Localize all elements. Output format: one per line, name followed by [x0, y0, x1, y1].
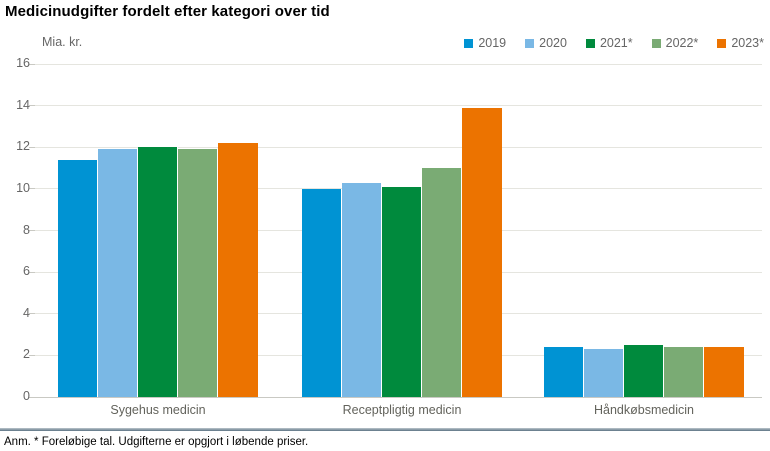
gridline [35, 146, 762, 148]
bar-group [58, 64, 258, 397]
bar-2023-3 [704, 347, 744, 397]
gridline [35, 105, 762, 107]
bar-group [302, 64, 502, 397]
bar-2022-1 [178, 149, 218, 397]
legend-item: 2020 [525, 36, 567, 50]
y-axis-tick-label: 12 [16, 139, 30, 154]
bar-2021-3 [624, 344, 664, 397]
bar-2020-1 [98, 149, 138, 397]
y-axis-unit-label: Mia. kr. [42, 35, 83, 49]
category-label: Sygehus medicin [110, 403, 206, 417]
bar-2022-3 [664, 347, 704, 397]
axis-tick [29, 271, 35, 273]
bar-2019-2 [302, 188, 342, 397]
footnote: Anm. * Foreløbige tal. Udgifterne er opg… [4, 436, 309, 448]
gridline [35, 63, 762, 65]
axis-tick [29, 146, 35, 148]
category-label: Receptpligtig medicin [342, 403, 462, 417]
axis-tick [29, 105, 35, 107]
axis-tick [29, 230, 35, 231]
legend-item: 2021* [585, 36, 633, 50]
legend-swatch-icon [717, 38, 727, 48]
axis-tick [29, 313, 35, 315]
bar-group [544, 64, 744, 397]
axis-tick [29, 63, 35, 65]
y-axis-tick-label: 8 [23, 222, 30, 237]
y-axis-tick-label: 14 [16, 97, 30, 112]
y-axis-tick-label: 4 [23, 305, 30, 320]
legend-item: 2022* [651, 36, 699, 50]
y-axis-tick-label: 16 [16, 56, 30, 70]
bar-2023-2 [462, 107, 502, 397]
divider-line [0, 428, 770, 431]
legend: 2019 2020 2021* 2022* 2023* [464, 36, 764, 50]
plot-area [29, 63, 762, 398]
legend-swatch-icon [585, 38, 595, 48]
legend-label: 2019 [478, 36, 507, 50]
category-label: Håndkøbsmedicin [593, 403, 695, 417]
bar-2023-1 [218, 143, 258, 397]
y-axis-tick-label: 2 [23, 347, 30, 362]
legend-label: 2023* [731, 36, 764, 50]
bar-2019-3 [544, 347, 584, 397]
legend-label: 2022* [665, 36, 699, 50]
y-axis-tick-label: 0 [23, 389, 30, 403]
chart-title: Medicinudgifter fordelt efter kategori o… [5, 3, 330, 20]
y-axis-tick-label: 6 [23, 264, 30, 279]
bar-2020-2 [342, 182, 382, 397]
y-axis-tick-label: 10 [16, 180, 30, 195]
legend-label: 2021* [599, 36, 633, 50]
bar-2020-3 [584, 349, 624, 397]
bar-2021-2 [382, 186, 422, 397]
gridline [35, 396, 762, 398]
legend-swatch-icon [464, 38, 474, 48]
axis-tick [29, 188, 35, 190]
legend-item: 2023* [717, 36, 764, 50]
bar-2022-2 [422, 168, 462, 397]
legend-label: 2020 [539, 36, 567, 50]
axis-tick [29, 354, 35, 356]
legend-item: 2019 [464, 36, 506, 50]
bar-2019-1 [58, 159, 98, 397]
legend-swatch-icon [525, 38, 535, 48]
bar-2021-1 [138, 147, 178, 397]
axis-tick [29, 396, 35, 398]
legend-swatch-icon [651, 38, 661, 48]
